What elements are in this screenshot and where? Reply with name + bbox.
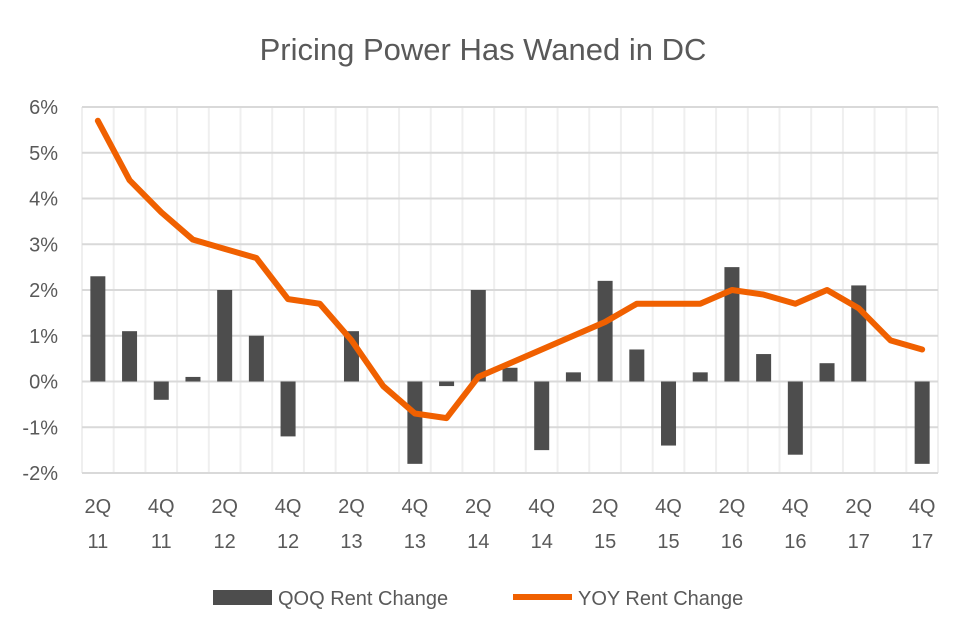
- bar-2Q14: [471, 290, 486, 382]
- bar-2Q12: [217, 290, 232, 382]
- x-tick-label: 15: [594, 531, 616, 553]
- bar-2Q15: [598, 281, 613, 382]
- x-tick-label: 4Q: [528, 496, 555, 518]
- bar-1Q16: [693, 372, 708, 381]
- x-tick-label: 4Q: [782, 496, 809, 518]
- x-tick-label: 2Q: [338, 496, 365, 518]
- x-tick-label: 2Q: [465, 496, 492, 518]
- x-tick-label: 15: [657, 531, 679, 553]
- bar-3Q11: [122, 331, 137, 381]
- x-tick-label: 12: [214, 531, 236, 553]
- bar-4Q14: [534, 382, 549, 451]
- bar-2Q16: [724, 267, 739, 381]
- x-tick-label: 4Q: [909, 496, 936, 518]
- x-tick-label: 16: [721, 531, 743, 553]
- bar-3Q12: [249, 336, 264, 382]
- bar-1Q12: [185, 377, 200, 382]
- x-tick-label: 14: [531, 531, 553, 553]
- x-tick-label: 13: [404, 531, 426, 553]
- bar-1Q17: [820, 363, 835, 381]
- bar-4Q13: [407, 382, 422, 464]
- x-tick-label: 4Q: [275, 496, 302, 518]
- bar-2Q11: [90, 276, 105, 381]
- bar-4Q11: [154, 382, 169, 400]
- x-tick-label: 2Q: [592, 496, 619, 518]
- bar-4Q17: [915, 382, 930, 464]
- x-tick-label: 4Q: [402, 496, 429, 518]
- x-tick-label: 17: [848, 531, 870, 553]
- legend-swatch-qoq: [213, 590, 272, 605]
- x-tick-label: 2Q: [719, 496, 746, 518]
- y-tick-label: -1%: [22, 417, 58, 439]
- bar-1Q15: [566, 372, 581, 381]
- legend-label-qoq: QOQ Rent Change: [278, 588, 448, 610]
- bar-4Q16: [788, 382, 803, 455]
- x-tick-label: 13: [340, 531, 362, 553]
- bar-1Q14: [439, 382, 454, 387]
- bar-3Q14: [503, 368, 518, 382]
- y-tick-label: 1%: [29, 326, 58, 348]
- bar-4Q15: [661, 382, 676, 446]
- y-tick-label: 3%: [29, 234, 58, 256]
- bar-3Q16: [756, 354, 771, 381]
- legend-label-yoy: YOY Rent Change: [578, 588, 743, 610]
- x-axis: 2Q 11 4Q 11 2Q 12 4Q 12 2Q 13 4Q 13 2Q 14 4Q 14 2Q 15 4Q 15…: [85, 496, 936, 553]
- y-tick-label: 0%: [29, 372, 58, 394]
- x-tick-label: 16: [784, 531, 806, 553]
- bar-2Q17: [851, 285, 866, 381]
- x-tick-label: 12: [277, 531, 299, 553]
- x-tick-label: 17: [911, 531, 933, 553]
- chart-title: Pricing Power Has Waned in DC: [260, 32, 707, 67]
- y-tick-label: 6%: [29, 97, 58, 119]
- y-axis: -2% -1% 0% 1% 2% 3% 4% 5% 6%: [22, 97, 58, 485]
- x-tick-label: 14: [467, 531, 489, 553]
- y-tick-label: 4%: [29, 189, 58, 211]
- y-tick-label: -2%: [22, 463, 58, 485]
- x-tick-label: 2Q: [211, 496, 238, 518]
- x-tick-label: 11: [151, 531, 172, 553]
- x-tick-label: 2Q: [845, 496, 872, 518]
- y-tick-label: 5%: [29, 143, 58, 165]
- bar-3Q15: [629, 349, 644, 381]
- x-tick-label: 4Q: [148, 496, 175, 518]
- x-tick-label: 4Q: [655, 496, 682, 518]
- grid: [82, 107, 938, 473]
- x-tick-label: 11: [87, 531, 108, 553]
- legend: QOQ Rent Change YOY Rent Change: [213, 588, 743, 610]
- bar-4Q12: [281, 382, 296, 437]
- y-tick-label: 2%: [29, 280, 58, 302]
- x-tick-label: 2Q: [85, 496, 112, 518]
